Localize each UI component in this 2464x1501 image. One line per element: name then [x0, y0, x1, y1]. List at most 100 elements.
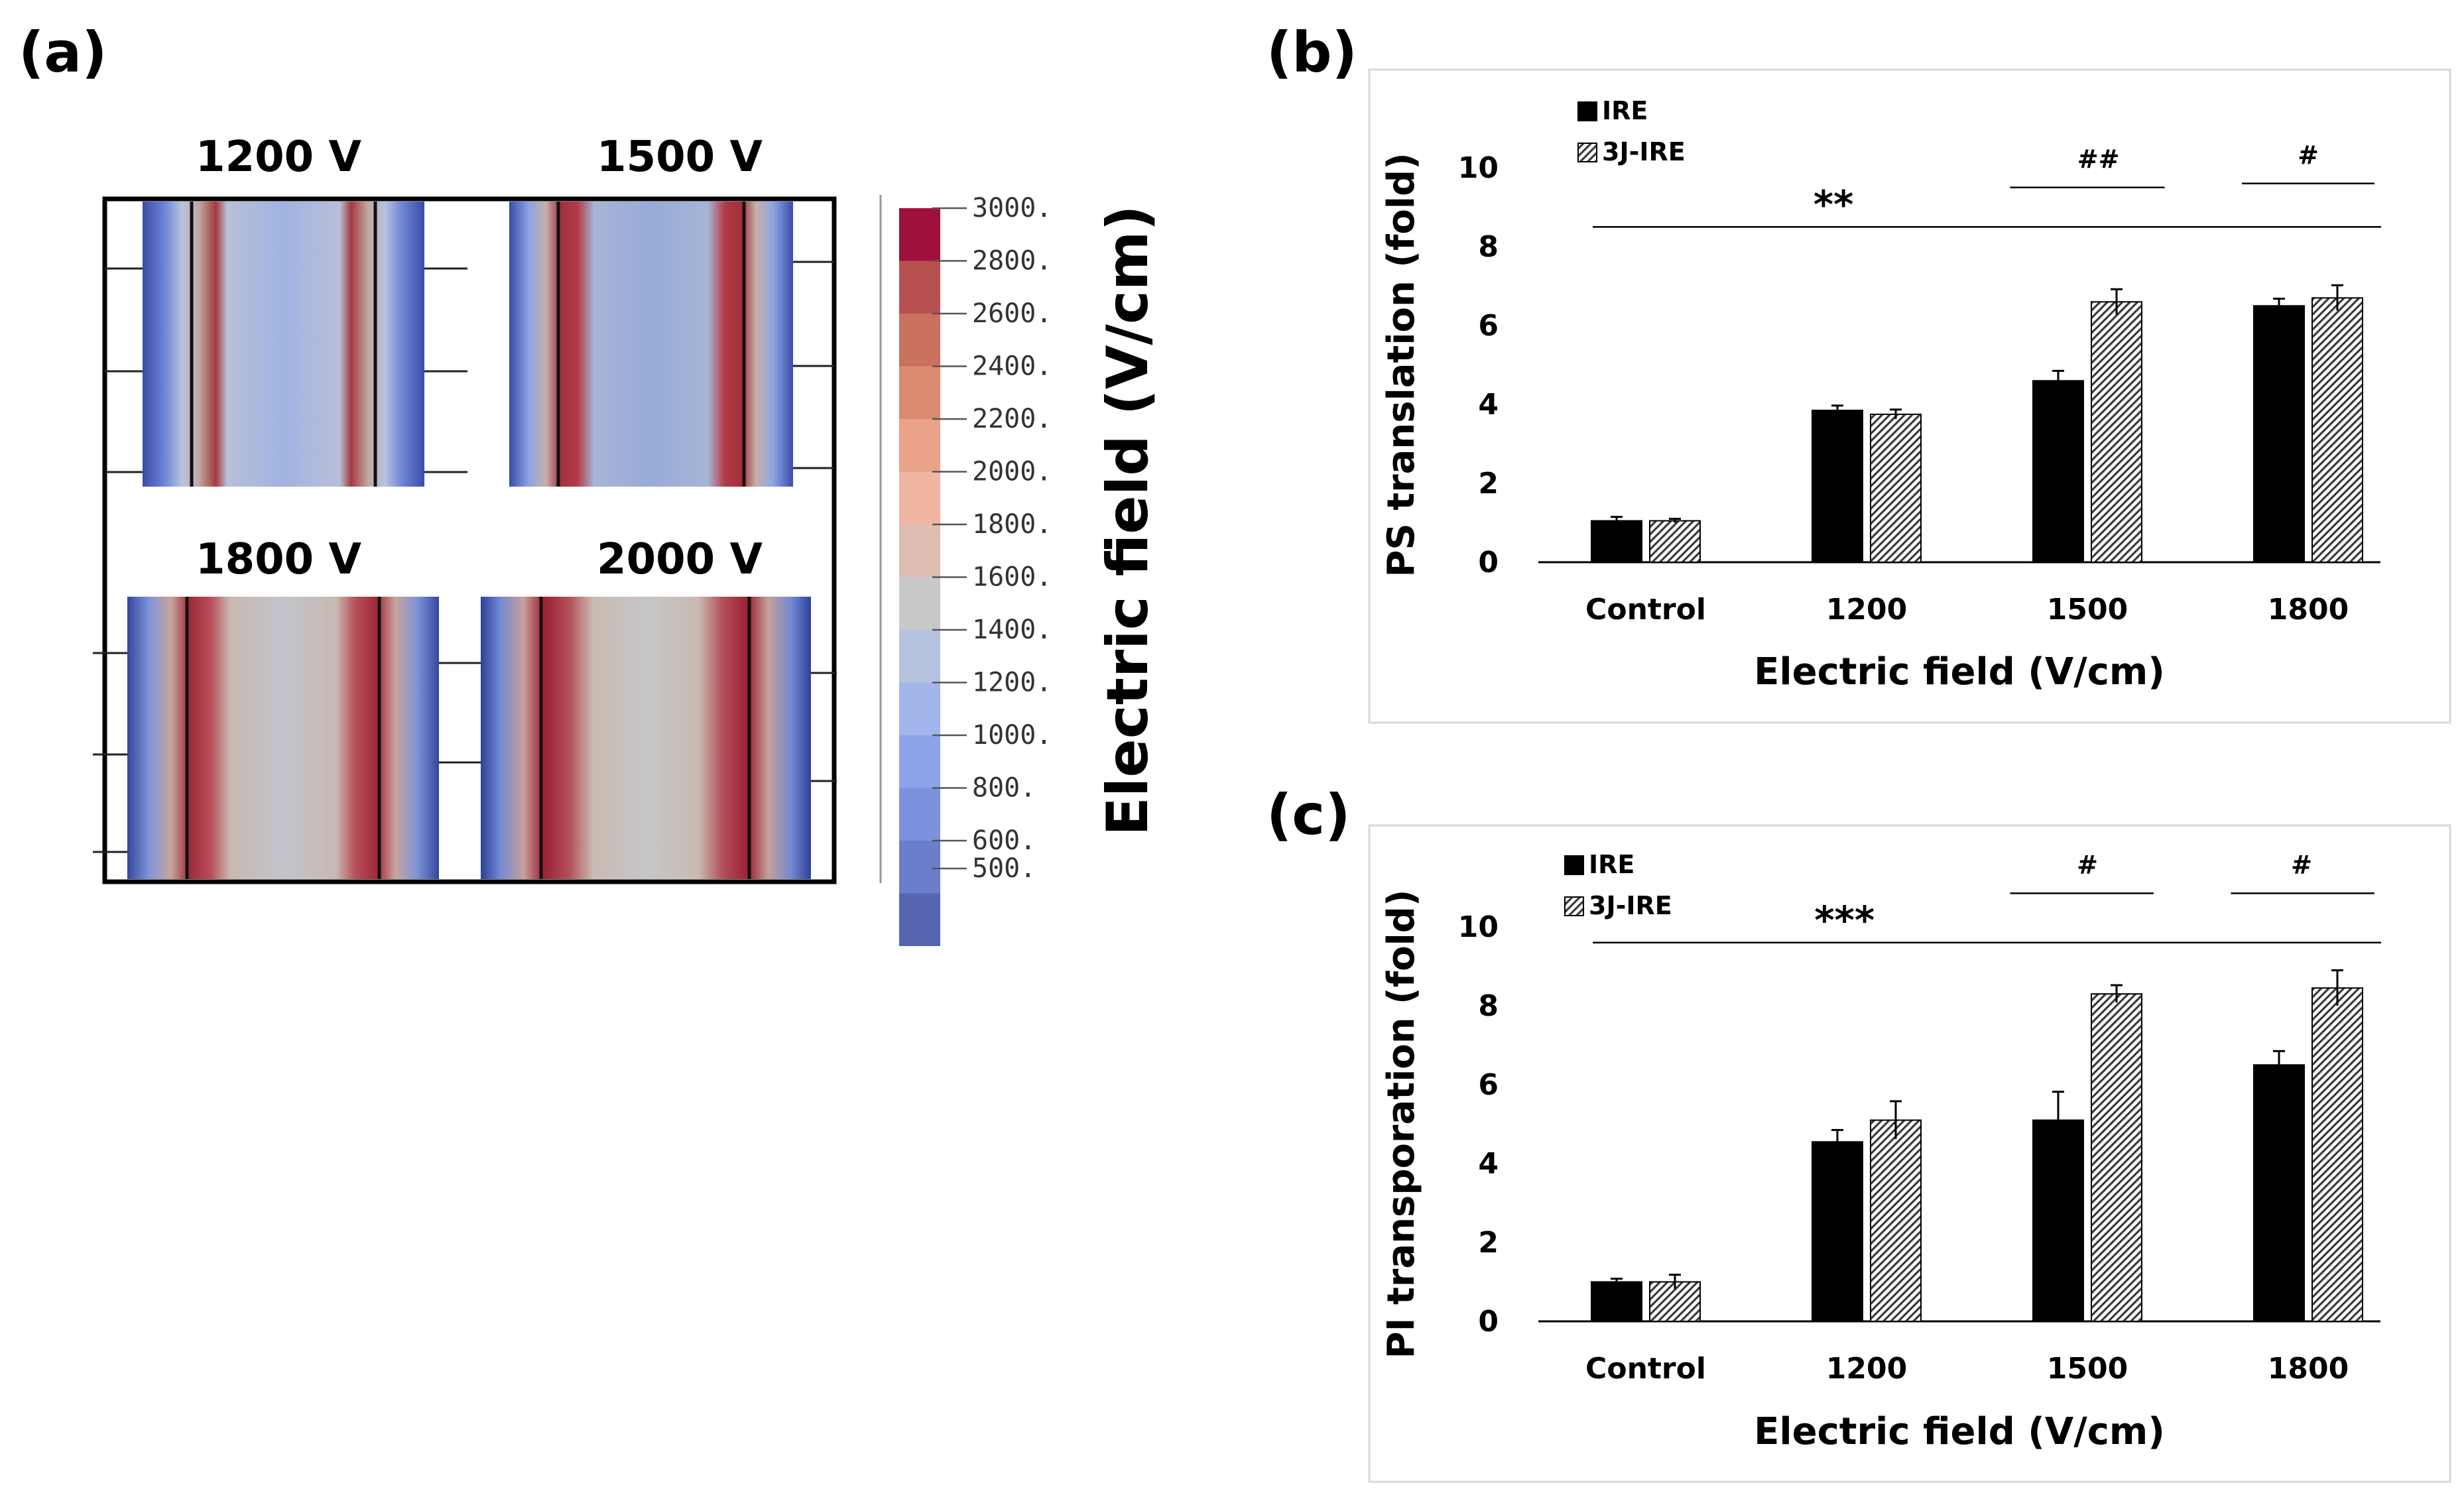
significance-marker: #: [2077, 850, 2098, 879]
y-tick-label: 8: [1478, 230, 1499, 264]
map-ticks: [93, 261, 837, 853]
bar-ire: [1591, 520, 1642, 564]
bar-3j-ire: [1870, 1119, 1922, 1323]
bar-3j-ire: [1649, 520, 1701, 564]
x-tick-label: Control: [1585, 593, 1706, 627]
colorbar-tick-label: 1400.: [972, 615, 1052, 645]
x-axis-label: Electric field (V/cm): [1754, 1410, 2165, 1453]
bar-3j-ire: [2091, 993, 2142, 1323]
field-map-1200v: [143, 202, 424, 487]
panel-c-letter: (c): [1266, 782, 1351, 847]
colorbar-tick-label: 800.: [972, 773, 1036, 804]
y-tick-label: 4: [1478, 388, 1499, 422]
significance-marker: ##: [2077, 145, 2120, 174]
chart-c-frame: [1368, 824, 2451, 1483]
colorbar-segment: [899, 366, 940, 419]
colorbar-tick-label: 500.: [972, 853, 1036, 884]
significance-marker: ***: [1814, 898, 1875, 943]
y-tick-label: 10: [1458, 910, 1499, 944]
legend-label: 3J-IRE: [1602, 137, 1686, 166]
colorbar-tick-label: 2600.: [972, 298, 1052, 329]
significance-marker: **: [1814, 182, 1854, 227]
colorbar-segment: [899, 735, 940, 788]
colorbar-segment: [899, 893, 940, 946]
field-map-1800v: [127, 597, 439, 879]
colorbar-tick-label: 2200.: [972, 404, 1052, 434]
bar-ire: [1812, 409, 1863, 563]
bar-3j-ire: [2091, 301, 2142, 563]
legend-swatch-3j-ire: [1577, 143, 1597, 162]
legend-label: 3J-IRE: [1589, 891, 1672, 920]
colorbar-segment: [899, 682, 940, 735]
colorbar: 3000. 2800. 2600. 2400. 2200. 2000. 1800. 1600.…: [899, 193, 1052, 946]
x-axis-label: Electric field (V/cm): [1754, 650, 2165, 693]
colorbar-segment: [899, 471, 940, 524]
colorbar-segment: [899, 314, 940, 367]
colorbar-tick-label: 1800.: [972, 509, 1052, 540]
y-tick-label: 0: [1478, 546, 1499, 579]
panel-b-letter: (b): [1266, 20, 1357, 85]
y-tick-label: 0: [1478, 1305, 1499, 1339]
y-tick-label: 2: [1478, 467, 1499, 501]
legend-swatch-ire: [1564, 855, 1584, 875]
voltage-label-1200: 1200 V: [196, 133, 361, 182]
x-tick-label: 1200: [1826, 593, 1907, 627]
voltage-label-1800: 1800 V: [196, 535, 361, 584]
y-tick-label: 6: [1478, 1068, 1499, 1102]
colorbar-segment: [899, 577, 940, 630]
colorbar-segment: [899, 208, 940, 261]
colorbar-tick-label: 2400.: [972, 351, 1052, 382]
colorbar-segment: [899, 524, 940, 577]
bar-3j-ire: [2311, 987, 2363, 1322]
bar-3j-ire: [1870, 413, 1922, 563]
x-tick-label: 1800: [2268, 1352, 2349, 1386]
y-tick-label: 10: [1458, 151, 1499, 185]
colorbar-tick-label: 3000.: [972, 193, 1052, 223]
colorbar-tick-label: 1000.: [972, 720, 1052, 750]
bar-ire: [2253, 305, 2305, 563]
y-tick-label: 6: [1478, 309, 1499, 343]
panel-a-letter: (a): [19, 20, 107, 85]
legend: IRE 3J-IRE: [1564, 850, 1672, 920]
x-tick-label: 1500: [2047, 1352, 2128, 1386]
field-map-1500v: [509, 202, 793, 487]
colorbar-segment: [899, 630, 940, 683]
bar-ire: [2253, 1064, 2305, 1322]
x-tick-label: Control: [1585, 1352, 1706, 1386]
colorbar-tick-label: 2000.: [972, 457, 1052, 487]
significance-marker: #: [2291, 850, 2312, 879]
bar-ire: [1591, 1281, 1642, 1322]
colorbar-segment: [899, 788, 940, 841]
chart-b: 0 2 4 6 8 10 PS translation (fold) Electric fie…: [1380, 96, 2381, 693]
chart-c: 0 2 4 6 8 10 PI transporation (fold) Electric f…: [1380, 850, 2381, 1453]
y-axis-label: PI transporation (fold): [1380, 890, 1423, 1359]
x-tick-label: 1500: [2047, 593, 2128, 627]
colorbar-segment: [899, 261, 940, 314]
y-tick-label: 8: [1478, 989, 1499, 1023]
y-axis-label: PS translation (fold): [1380, 152, 1423, 577]
legend-swatch-3j-ire: [1564, 896, 1584, 916]
bar-ire: [2032, 1119, 2084, 1323]
colorbar-tick-label: 600.: [972, 825, 1036, 856]
colorbar-segment: [899, 419, 940, 472]
legend: IRE 3J-IRE: [1577, 96, 1686, 166]
colorbar-tick-label: 2800.: [972, 246, 1052, 276]
panel-a: (a) 1200 V 1500 V 1800 V 2000 V: [19, 20, 1161, 946]
bar-ire: [2032, 380, 2084, 563]
voltage-label-2000: 2000 V: [597, 535, 763, 584]
y-tick-label: 4: [1478, 1147, 1499, 1181]
panel-a-frame: [102, 196, 837, 884]
colorbar-segment: [899, 841, 940, 894]
bar-ire: [1812, 1141, 1863, 1323]
colorbar-tick-label: 1200.: [972, 668, 1052, 698]
x-tick-label: 1800: [2268, 593, 2349, 627]
colorbar-label: Electric field (V/cm): [1095, 205, 1161, 836]
colorbar-tick-label: 1600.: [972, 562, 1052, 593]
x-tick-label: 1200: [1826, 1352, 1907, 1386]
legend-swatch-ire: [1577, 101, 1597, 121]
chart-b-frame: [1368, 68, 2451, 724]
voltage-label-1500: 1500 V: [597, 133, 763, 182]
y-tick-label: 2: [1478, 1226, 1499, 1260]
field-map-2000v: [481, 597, 811, 879]
